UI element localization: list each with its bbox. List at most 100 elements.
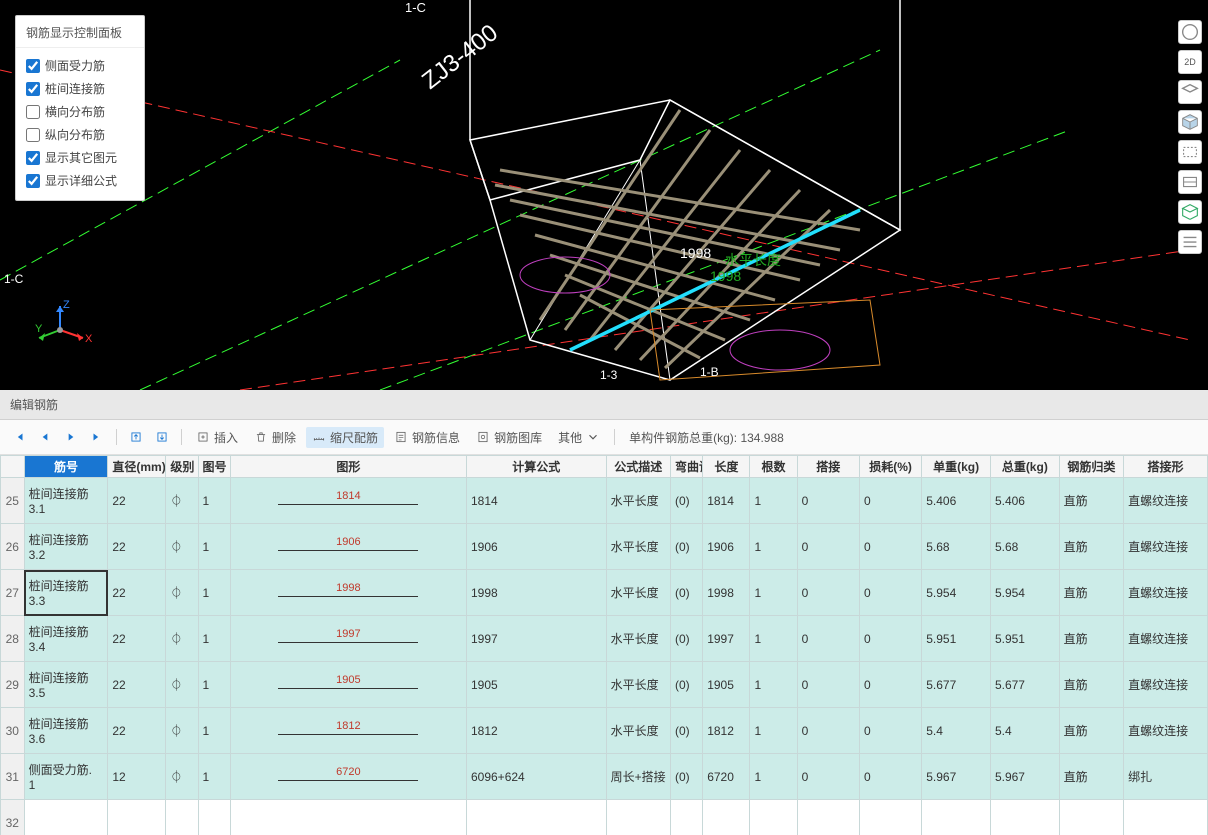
table-cell[interactable]: 22 [108, 708, 166, 754]
control-checkbox[interactable] [26, 59, 40, 73]
table-cell[interactable]: 5.68 [922, 524, 991, 570]
table-cell[interactable]: 22 [108, 662, 166, 708]
table-cell[interactable]: 0 [859, 754, 921, 800]
table-cell[interactable]: 桩间连接筋 3.4 [24, 616, 108, 662]
table-cell[interactable]: 直螺纹连接 [1124, 708, 1208, 754]
table-cell[interactable]: 1906 [703, 524, 750, 570]
table-cell[interactable]: 6096+624 [466, 754, 606, 800]
table-cell[interactable]: (0) [671, 662, 703, 708]
insert-button[interactable]: 插入 [190, 427, 244, 448]
view-iso-icon[interactable] [1178, 200, 1202, 224]
view-section-icon[interactable] [1178, 170, 1202, 194]
table-cell[interactable]: 1 [198, 570, 230, 616]
table-cell[interactable]: 直筋 [1059, 616, 1123, 662]
col-header[interactable]: 搭接形 [1124, 456, 1208, 478]
table-cell[interactable] [797, 800, 859, 835]
table-cell[interactable]: 直螺纹连接 [1124, 570, 1208, 616]
prev-button[interactable] [34, 426, 56, 448]
table-cell[interactable]: 1 [198, 754, 230, 800]
table-cell[interactable] [750, 800, 797, 835]
table-cell[interactable]: 水平长度 [606, 708, 670, 754]
table-cell[interactable]: 1997 [703, 616, 750, 662]
table-cell[interactable]: (0) [671, 754, 703, 800]
control-checkbox[interactable] [26, 105, 40, 119]
table-cell[interactable]: 1 [750, 662, 797, 708]
table-cell[interactable]: 侧面受力筋. 1 [24, 754, 108, 800]
table-cell[interactable]: 5.68 [990, 524, 1059, 570]
control-cb-1[interactable]: 桩间连接筋 [16, 77, 144, 100]
table-cell[interactable]: 直筋 [1059, 662, 1123, 708]
table-cell[interactable]: 1 [750, 570, 797, 616]
table-cell[interactable]: 1 [750, 708, 797, 754]
table-cell[interactable] [166, 800, 198, 835]
table-cell[interactable] [990, 800, 1059, 835]
table-cell[interactable]: 1814 [703, 478, 750, 524]
col-header[interactable]: 直径(mm) [108, 456, 166, 478]
table-cell[interactable]: ⏀ [166, 616, 198, 662]
table-cell[interactable] [671, 800, 703, 835]
table-cell[interactable]: 1814 [230, 478, 466, 524]
other-dropdown[interactable]: 其他 [552, 427, 606, 448]
table-cell[interactable]: 0 [797, 708, 859, 754]
rebar-library-button[interactable]: 钢筋图库 [470, 427, 548, 448]
control-checkbox[interactable] [26, 82, 40, 96]
table-cell[interactable]: 1998 [230, 570, 466, 616]
table-cell[interactable]: 1812 [466, 708, 606, 754]
table-row[interactable]: 28桩间连接筋 3.422⏀119971997水平长度(0)19971005.9… [1, 616, 1208, 662]
table-cell[interactable]: 5.4 [922, 708, 991, 754]
scale-button[interactable]: 缩尺配筋 [306, 427, 384, 448]
table-cell[interactable]: 0 [797, 616, 859, 662]
col-header[interactable]: 计算公式 [466, 456, 606, 478]
control-checkbox[interactable] [26, 151, 40, 165]
col-header[interactable]: 根数 [750, 456, 797, 478]
table-cell[interactable]: ⏀ [166, 708, 198, 754]
table-cell[interactable]: 5.406 [990, 478, 1059, 524]
table-cell[interactable]: ⏀ [166, 478, 198, 524]
table-cell[interactable]: 直螺纹连接 [1124, 524, 1208, 570]
table-cell[interactable]: 1905 [466, 662, 606, 708]
table-cell[interactable]: 0 [797, 478, 859, 524]
table-cell[interactable]: 0 [859, 524, 921, 570]
table-cell[interactable]: ⏀ [166, 524, 198, 570]
table-cell[interactable]: 直筋 [1059, 478, 1123, 524]
col-header[interactable]: 级别 [166, 456, 198, 478]
view-list-icon[interactable] [1178, 230, 1202, 254]
control-checkbox[interactable] [26, 128, 40, 142]
table-cell[interactable]: (0) [671, 478, 703, 524]
control-cb-4[interactable]: 显示其它图元 [16, 146, 144, 169]
col-header[interactable]: 图形 [230, 456, 466, 478]
table-cell[interactable]: 1905 [703, 662, 750, 708]
table-cell[interactable]: 1 [750, 478, 797, 524]
table-cell[interactable]: 22 [108, 616, 166, 662]
table-cell[interactable]: 5.967 [990, 754, 1059, 800]
table-row[interactable]: 29桩间连接筋 3.522⏀119051905水平长度(0)19051005.6… [1, 662, 1208, 708]
first-button[interactable] [8, 426, 30, 448]
table-cell[interactable] [466, 800, 606, 835]
table-cell[interactable]: 1998 [703, 570, 750, 616]
col-header[interactable]: 图号 [198, 456, 230, 478]
view-orbit-icon[interactable] [1178, 20, 1202, 44]
control-cb-5[interactable]: 显示详细公式 [16, 169, 144, 192]
table-cell[interactable]: (0) [671, 524, 703, 570]
table-cell[interactable]: 0 [859, 708, 921, 754]
table-cell[interactable] [703, 800, 750, 835]
table-cell[interactable]: 0 [797, 662, 859, 708]
control-cb-2[interactable]: 横向分布筋 [16, 100, 144, 123]
table-cell[interactable]: 22 [108, 570, 166, 616]
table-cell[interactable]: 1814 [466, 478, 606, 524]
table-cell[interactable]: 1 [198, 524, 230, 570]
last-button[interactable] [86, 426, 108, 448]
table-cell[interactable]: 直筋 [1059, 708, 1123, 754]
table-cell[interactable]: ⏀ [166, 570, 198, 616]
table-cell[interactable]: 1 [198, 478, 230, 524]
table-cell[interactable]: 0 [859, 478, 921, 524]
table-cell[interactable]: 22 [108, 524, 166, 570]
col-header[interactable]: 搭接 [797, 456, 859, 478]
table-cell[interactable]: 6720 [703, 754, 750, 800]
table-cell[interactable]: 0 [859, 570, 921, 616]
table-cell[interactable]: 水平长度 [606, 616, 670, 662]
view-cube-icon[interactable] [1178, 110, 1202, 134]
table-cell[interactable]: (0) [671, 616, 703, 662]
table-cell[interactable] [230, 800, 466, 835]
table-cell[interactable]: 5.954 [922, 570, 991, 616]
